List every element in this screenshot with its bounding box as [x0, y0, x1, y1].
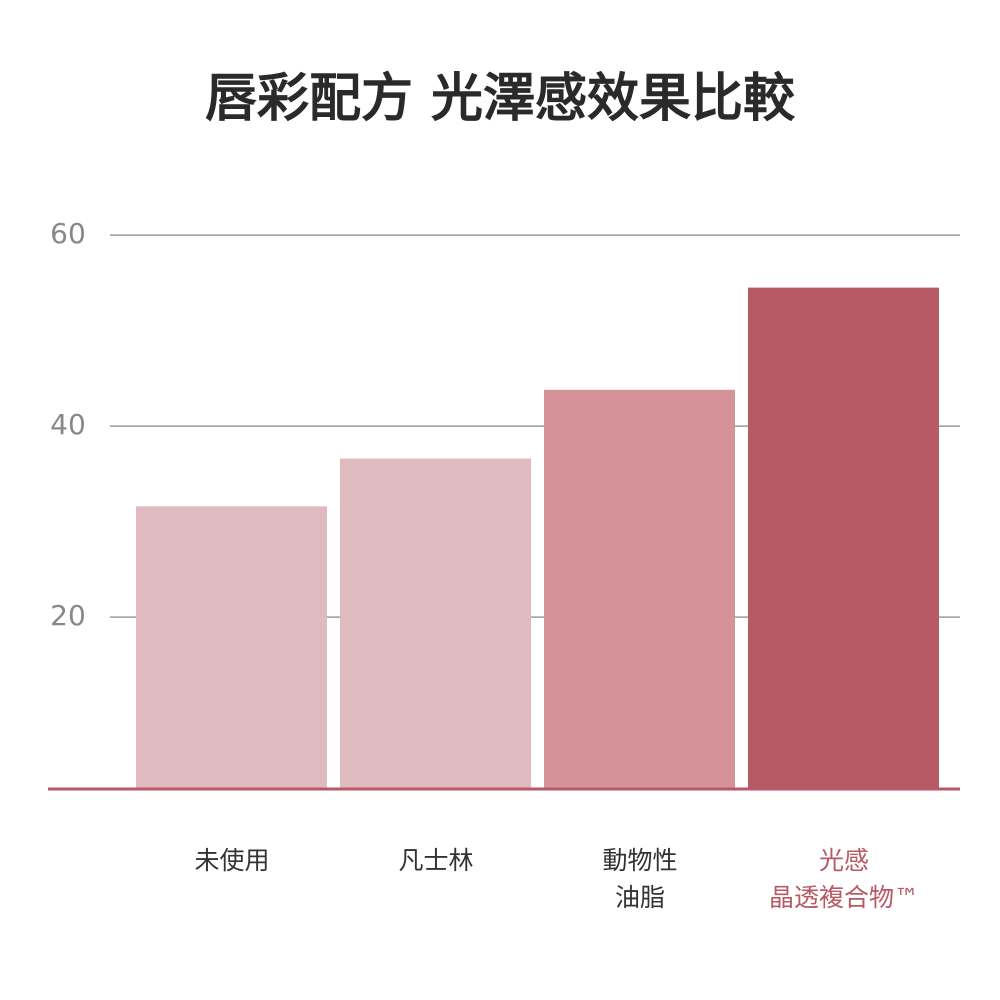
bar: [136, 506, 327, 789]
x-tick-label: 未使用: [194, 846, 270, 875]
x-tick-label: 動物性 油脂: [602, 846, 678, 912]
chart-title: 唇彩配方 光澤感效果比較: [205, 69, 796, 129]
x-tick-label: 光感 晶透複合物™: [768, 846, 919, 912]
y-tick-label: 60: [50, 217, 86, 250]
y-tick-label: 20: [50, 599, 86, 632]
x-tick-label: 凡士林: [398, 846, 474, 875]
y-tick-label: 40: [50, 408, 86, 441]
bar: [748, 287, 939, 789]
bar: [544, 389, 735, 789]
bar: [340, 458, 531, 789]
